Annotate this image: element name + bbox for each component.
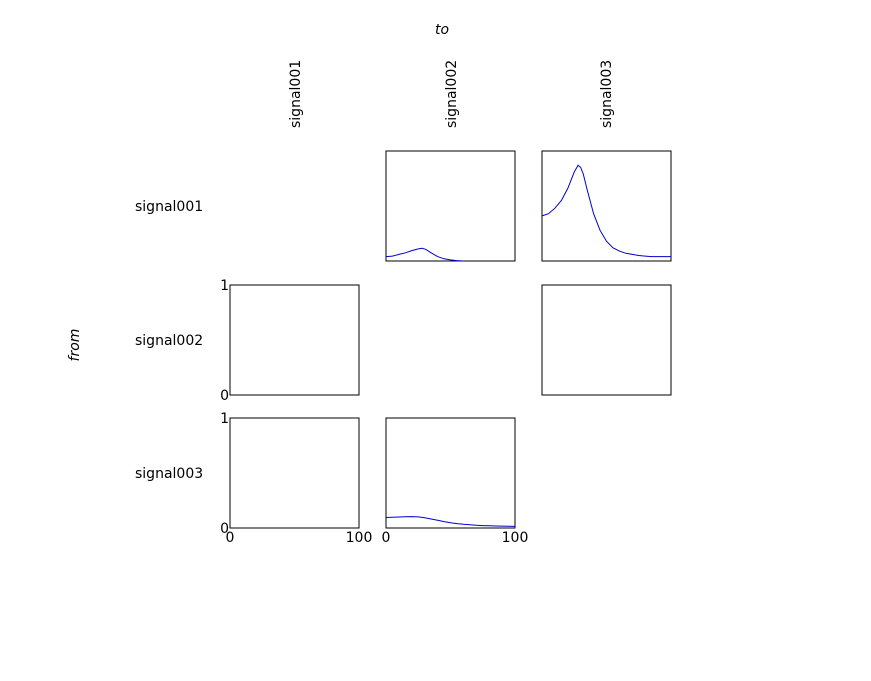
coherence-line: [385, 247, 464, 262]
x-axis-label: to: [435, 22, 449, 38]
panel-signal003-to-signal001: 100 100: [220, 411, 372, 546]
row-label-signal003: signal003: [135, 466, 203, 482]
panel-signal002-to-signal001: 10: [220, 278, 360, 404]
panel-frame: [385, 417, 516, 529]
x-tick-label: 100: [502, 530, 529, 546]
column-label-signal002: signal002: [444, 60, 460, 128]
x-tick-label: 100: [346, 530, 373, 546]
panel-frame: [385, 150, 516, 262]
y-tick-label: 0: [220, 388, 229, 404]
x-tick-label: 0: [226, 530, 235, 546]
panel-frame: [229, 417, 360, 529]
panel-signal002-to-signal003: [541, 284, 672, 396]
y-tick-label: 0: [220, 521, 229, 537]
column-label-signal003: signal003: [599, 60, 615, 128]
panel-signal001-to-signal002: [385, 150, 516, 262]
row-label-signal001: signal001: [135, 199, 203, 215]
y-tick-label: 1: [220, 278, 229, 294]
panel-frame: [541, 150, 672, 262]
y-tick-label: 1: [220, 411, 229, 427]
coherence-line: [541, 164, 671, 258]
panel-signal003-to-signal002: 0 100: [382, 417, 529, 546]
panel-frame: [541, 284, 672, 396]
coherence-line: [385, 516, 516, 527]
column-label-signal001: signal001: [288, 60, 304, 128]
y-axis-label: from: [67, 329, 83, 362]
panel-signal001-to-signal003: [541, 150, 672, 262]
row-label-signal002: signal002: [135, 333, 203, 349]
x-tick-label: 0: [382, 530, 391, 546]
panel-frame: [229, 284, 360, 396]
